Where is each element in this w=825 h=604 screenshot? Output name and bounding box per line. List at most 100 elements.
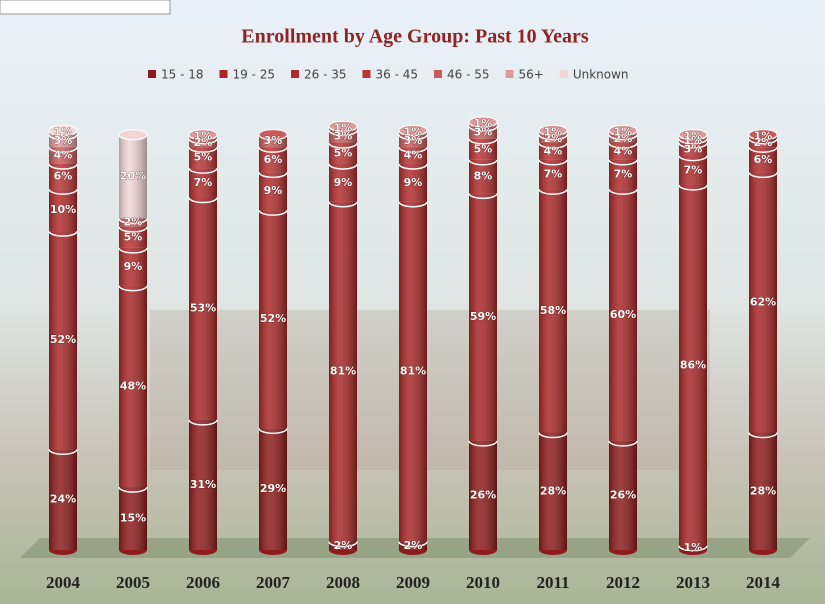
segment-shade: [259, 428, 287, 550]
cylinder-top: [328, 120, 358, 132]
data-label: 1%: [334, 121, 353, 134]
segment-shade: [609, 134, 637, 143]
cylinder-top: [538, 124, 568, 136]
legend-label: Unknown: [573, 68, 629, 82]
data-label: 2%: [404, 539, 423, 552]
segment-divider: [538, 432, 568, 439]
segment-divider: [48, 146, 78, 153]
segment-shade: [49, 189, 77, 232]
segment-divider: [678, 138, 708, 145]
segment-divider: [188, 167, 218, 174]
data-label: 26%: [470, 488, 496, 501]
segment-shade: [539, 189, 567, 433]
segment-divider: [748, 432, 778, 439]
x-tick-label: 2005: [116, 573, 150, 592]
data-label: 15%: [120, 512, 146, 525]
x-tick-label: 2013: [676, 573, 710, 592]
segment-divider: [748, 172, 778, 179]
x-tick-label: 2009: [396, 573, 430, 592]
segment-divider: [748, 138, 778, 145]
data-label: 2%: [544, 132, 563, 145]
data-label: 9%: [264, 184, 283, 197]
segment-shade: [259, 172, 287, 211]
data-label: 5%: [194, 151, 213, 164]
x-tick-label: 2008: [326, 573, 360, 592]
segment-divider: [48, 188, 78, 195]
legend-swatch: [559, 70, 568, 78]
segment-divider: [118, 226, 148, 233]
segment-shade: [399, 201, 427, 542]
cylinder-top: [188, 129, 218, 141]
data-label: 3%: [684, 142, 703, 155]
segment-divider: [538, 134, 568, 141]
data-label: 53%: [190, 302, 216, 315]
data-label: 4%: [54, 149, 73, 162]
segment-divider: [538, 188, 568, 195]
cylinder-top: [468, 116, 498, 128]
data-label: 1%: [404, 125, 423, 138]
segment-divider: [328, 541, 358, 548]
legend-label: 36 - 45: [376, 68, 419, 82]
data-label: 2%: [124, 216, 143, 229]
data-label: 52%: [260, 312, 286, 325]
data-label: 7%: [614, 167, 633, 180]
data-label: 7%: [684, 163, 703, 176]
segment-divider: [678, 184, 708, 191]
segment-shade: [119, 218, 147, 227]
segment-divider: [48, 163, 78, 170]
segment-shade: [49, 134, 77, 148]
segment-divider: [328, 142, 358, 149]
data-label: 1%: [684, 134, 703, 147]
cylinder-top: [48, 124, 78, 136]
segment-shade: [469, 126, 497, 139]
cylinder-top: [118, 129, 148, 141]
segment-shade: [539, 432, 567, 550]
segment-divider: [398, 163, 428, 170]
data-label: 4%: [544, 144, 563, 157]
segment-shade: [609, 189, 637, 441]
data-label: 9%: [334, 176, 353, 189]
segment-shade: [679, 142, 707, 156]
data-label: 59%: [470, 310, 496, 323]
data-label: 2%: [334, 539, 353, 552]
segment-divider: [118, 285, 148, 292]
x-tick-label: 2014: [746, 573, 781, 592]
segment-shade: [119, 247, 147, 286]
segment-shade: [189, 147, 217, 169]
segment-shade: [399, 541, 427, 550]
segment-divider: [608, 440, 638, 447]
data-label: 3%: [404, 134, 423, 147]
segment-shade: [119, 134, 147, 219]
cylinder-top: [748, 129, 778, 141]
segment-shade: [469, 138, 497, 160]
legend-swatch: [219, 70, 228, 78]
segment-divider: [608, 142, 638, 149]
corner-box: [0, 0, 171, 15]
chart-title: Enrollment by Age Group: Past 10 Years: [241, 26, 589, 48]
segment-divider: [608, 188, 638, 195]
segment-shade: [749, 138, 777, 148]
segment-divider: [188, 138, 218, 145]
data-label: 6%: [54, 170, 73, 183]
segment-divider: [608, 159, 638, 166]
data-label: 8%: [474, 170, 493, 183]
segment-shade: [749, 432, 777, 550]
data-label: 9%: [404, 176, 423, 189]
segment-divider: [328, 163, 358, 170]
segment-divider: [468, 440, 498, 447]
segment-divider: [398, 134, 428, 141]
segment-divider: [48, 134, 78, 141]
segment-shade: [399, 134, 427, 148]
legend-swatch: [362, 70, 371, 78]
segment-shade: [609, 440, 637, 550]
legend-label: 26 - 35: [304, 68, 347, 82]
data-label: 1%: [684, 130, 703, 143]
data-label: 5%: [474, 142, 493, 155]
segment-shade: [49, 449, 77, 550]
segment-shade: [679, 138, 707, 143]
data-label: 5%: [334, 146, 353, 159]
data-label: 1%: [544, 125, 563, 138]
legend-label: 19 - 25: [233, 68, 276, 82]
x-tick-label: 2010: [466, 573, 500, 592]
